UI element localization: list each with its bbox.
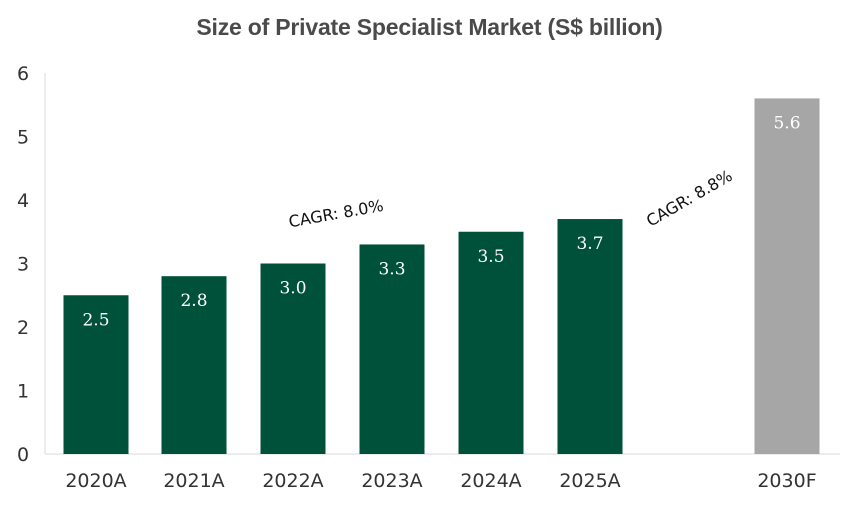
y-tick-label: 2 — [17, 317, 29, 339]
chart-title: Size of Private Specialist Market (S$ bi… — [196, 14, 663, 40]
x-tick-label: 2025A — [559, 470, 620, 492]
category-labels: 2020A 2021A 2022A 2023A 2024A 2025A 2030F — [65, 470, 816, 492]
data-label: 3.0 — [279, 279, 306, 299]
bar — [359, 244, 425, 454]
y-tick-label: 0 — [17, 444, 29, 466]
bar — [161, 276, 227, 454]
data-label: 5.6 — [773, 113, 800, 133]
x-tick-label: 2030F — [757, 470, 816, 492]
y-tick-label: 3 — [17, 254, 29, 276]
annotations: CAGR: 8.0% CAGR: 8.8% — [287, 166, 735, 231]
bar — [458, 231, 524, 454]
x-tick-label: 2022A — [262, 470, 323, 492]
bar — [260, 263, 326, 454]
y-tick-label: 1 — [17, 381, 29, 403]
x-tick-label: 2021A — [163, 470, 224, 492]
bar — [754, 98, 820, 455]
y-tick-label: 5 — [17, 127, 29, 149]
data-label: 3.3 — [378, 259, 405, 279]
cagr-annotation: CAGR: 8.8% — [643, 166, 736, 230]
x-tick-label: 2024A — [460, 470, 521, 492]
data-labels: 2.5 2.8 3.0 3.3 3.5 3.7 5.6 — [82, 113, 800, 330]
data-label: 2.5 — [82, 310, 109, 330]
data-label: 2.8 — [180, 291, 207, 311]
bars — [63, 98, 820, 455]
y-tick-label: 6 — [17, 63, 29, 85]
data-label: 3.7 — [576, 234, 603, 254]
y-tick-label: 4 — [17, 190, 29, 212]
x-tick-label: 2020A — [65, 470, 126, 492]
x-tick-label: 2023A — [361, 470, 422, 492]
cagr-annotation: CAGR: 8.0% — [287, 196, 385, 231]
data-label: 3.5 — [477, 247, 504, 267]
bar — [557, 219, 623, 454]
bar — [63, 295, 129, 454]
axes: 0 1 2 3 4 5 6 — [17, 63, 840, 466]
